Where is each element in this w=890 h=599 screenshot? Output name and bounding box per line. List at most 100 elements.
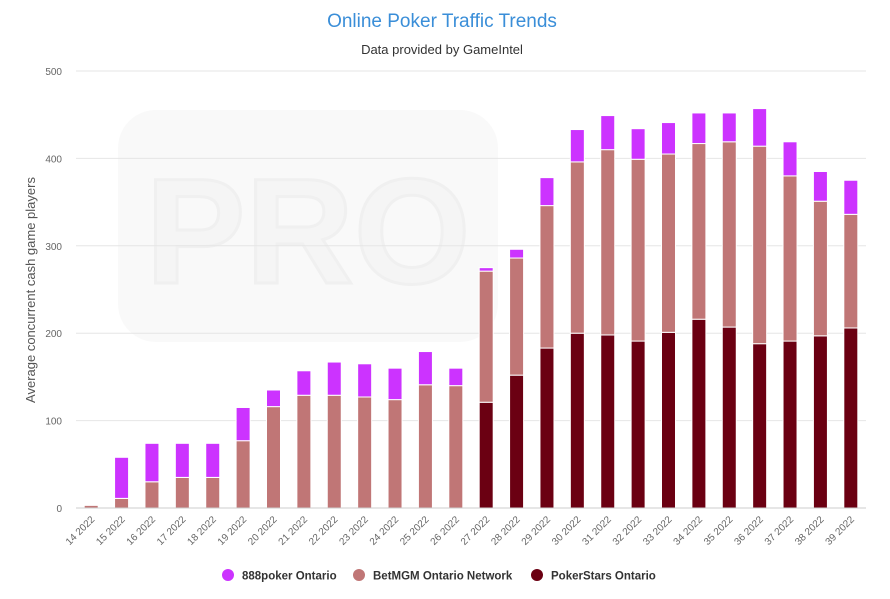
- bar-segment: [691, 143, 707, 320]
- y-axis-ticks: 0 100 200 300 400 500: [45, 67, 62, 515]
- bar-segment: [752, 108, 768, 147]
- bar-segment: [782, 175, 798, 342]
- x-tick-label: 35 2022: [702, 514, 736, 548]
- chart-title: Online Poker Traffic Trends: [327, 11, 557, 32]
- legend-marker: [353, 569, 365, 581]
- bar-segment: [174, 442, 190, 478]
- x-tick-label: 19 2022: [216, 514, 250, 548]
- bar-segment: [205, 442, 221, 478]
- bar-segment: [721, 141, 737, 328]
- x-tick-label: 39 2022: [824, 514, 858, 548]
- watermark-text: PRO: [145, 147, 470, 315]
- x-tick-label: 15 2022: [94, 514, 128, 548]
- x-tick-label: 28 2022: [489, 514, 523, 548]
- bar-segment: [478, 270, 494, 403]
- bar-segment: [448, 367, 464, 387]
- legend-item[interactable]: 888poker Ontario: [222, 569, 337, 583]
- x-tick-label: 23 2022: [337, 514, 371, 548]
- bar-segment: [326, 361, 342, 396]
- bar-segment: [661, 122, 676, 155]
- x-tick-label: 38 2022: [793, 514, 827, 548]
- bar-segment: [387, 399, 403, 509]
- bar-segment: [509, 257, 525, 376]
- legend[interactable]: 888poker Ontario BetMGM Ontario Network Po…: [222, 569, 656, 583]
- x-tick-label: 21 2022: [277, 514, 311, 548]
- y-tick-label: 500: [45, 67, 62, 78]
- y-tick-label: 400: [45, 154, 62, 165]
- bar-segment: [721, 326, 737, 509]
- bar-segment: [721, 112, 737, 143]
- bar-segment: [539, 347, 555, 509]
- x-tick-label: 14 2022: [64, 514, 98, 548]
- bar-segment: [569, 161, 585, 334]
- bar-segment: [752, 145, 768, 345]
- legend-label: BetMGM Ontario Network: [373, 571, 513, 583]
- x-tick-label: 16 2022: [125, 514, 159, 548]
- bar-segment: [539, 205, 555, 349]
- bar-segment: [569, 332, 585, 509]
- bar-segment: [235, 406, 251, 442]
- y-tick-label: 200: [45, 329, 62, 340]
- bar-segment: [174, 476, 190, 509]
- bar-segment: [144, 481, 160, 509]
- pro-watermark: PRO: [118, 110, 498, 342]
- bar-segment: [600, 115, 616, 151]
- bar-segment: [630, 158, 646, 342]
- bar-segment: [630, 128, 646, 160]
- bar-segment: [266, 389, 281, 408]
- x-tick-label: 18 2022: [186, 514, 220, 548]
- bar-segment: [114, 456, 130, 499]
- bar-segment: [569, 129, 585, 163]
- x-tick-label: 27 2022: [459, 514, 493, 548]
- bar-segment: [843, 179, 859, 215]
- bar-segment: [417, 384, 433, 509]
- bar-segment: [812, 200, 828, 337]
- bar-segment: [691, 318, 707, 509]
- bar-segment: [144, 442, 160, 483]
- watermark-badge: [118, 110, 498, 342]
- legend-item[interactable]: BetMGM Ontario Network: [353, 569, 513, 583]
- bars: [83, 108, 859, 509]
- bar-segment: [296, 370, 312, 396]
- legend-item[interactable]: PokerStars Ontario: [531, 569, 656, 583]
- bar-segment: [114, 497, 130, 509]
- bar-segment: [782, 340, 798, 509]
- bar-segment: [266, 406, 281, 509]
- bar-segment: [478, 267, 494, 272]
- x-tick-label: 33 2022: [641, 514, 675, 548]
- bar-segment: [448, 385, 464, 509]
- bar-segment: [661, 153, 676, 333]
- x-tick-label: 17 2022: [155, 514, 189, 548]
- bar-segment: [205, 476, 221, 509]
- x-tick-label: 36 2022: [732, 514, 766, 548]
- bar-segment: [752, 343, 768, 509]
- bar-segment: [812, 335, 828, 509]
- y-axis-label: Average concurrent cash game players: [23, 177, 38, 403]
- chart-subtitle: Data provided by GameIntel: [361, 42, 523, 57]
- bar-segment: [843, 327, 859, 509]
- bar-segment: [812, 171, 828, 202]
- y-tick-label: 0: [56, 504, 62, 515]
- legend-label: PokerStars Ontario: [551, 571, 656, 583]
- bar-segment: [691, 112, 707, 145]
- legend-label: 888poker Ontario: [242, 571, 337, 583]
- bar-segment: [630, 340, 646, 509]
- bar-segment: [843, 213, 859, 329]
- x-tick-label: 24 2022: [368, 514, 402, 548]
- x-tick-label: 22 2022: [307, 514, 341, 548]
- x-tick-label: 32 2022: [611, 514, 645, 548]
- bar-segment: [357, 396, 373, 509]
- y-tick-label: 100: [45, 417, 62, 428]
- bar-segment: [417, 351, 433, 386]
- bar-segment: [478, 401, 494, 509]
- bar-segment: [600, 149, 616, 336]
- bar-segment: [539, 177, 555, 207]
- bar-segment: [782, 141, 798, 177]
- x-tick-label: 20 2022: [246, 514, 280, 548]
- x-tick-label: 37 2022: [763, 514, 797, 548]
- bar-segment: [661, 331, 676, 509]
- x-tick-label: 25 2022: [398, 514, 432, 548]
